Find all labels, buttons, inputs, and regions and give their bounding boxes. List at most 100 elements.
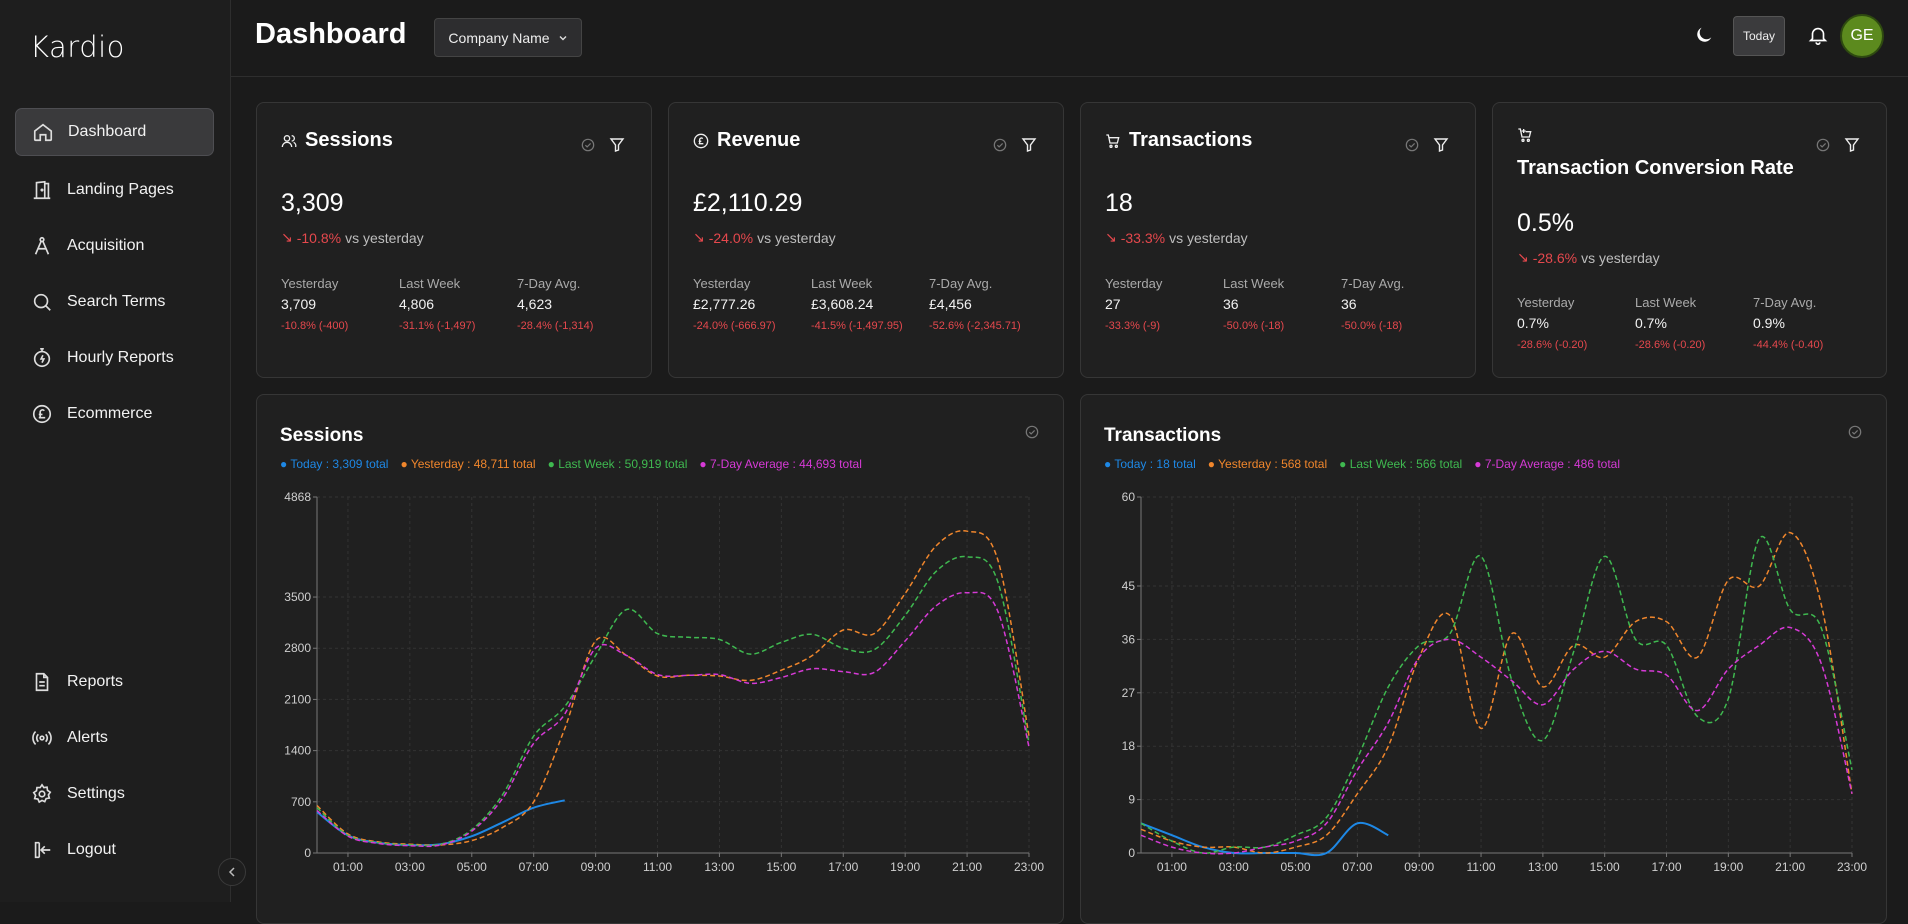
sidebar-item-alerts[interactable]: Alerts xyxy=(15,714,214,762)
sidebar-item-landing-pages[interactable]: Landing Pages xyxy=(15,166,214,214)
notifications-button[interactable] xyxy=(1807,24,1829,51)
compare-delta: -33.3% (-9) xyxy=(1105,320,1161,332)
legend-item-7-day-average[interactable]: ● 7-Day Average : 44,693 total xyxy=(699,457,862,471)
compare-label: Last Week xyxy=(811,276,873,291)
series-line-last-week[interactable] xyxy=(316,555,1030,847)
kpi-card-conversion-rate: Transaction Conversion Rate 0.5% ↘ -28.6… xyxy=(1492,102,1887,378)
timer-icon xyxy=(31,347,53,369)
filter-icon[interactable] xyxy=(1021,137,1037,153)
x-tick-label: 13:00 xyxy=(1528,860,1558,874)
series-line-last-week[interactable] xyxy=(1140,535,1853,854)
filter-icon[interactable] xyxy=(609,137,625,153)
kpi-change: ↘ -10.8% vs yesterday xyxy=(281,229,424,246)
sidebar-item-label: Hourly Reports xyxy=(67,349,174,366)
legend-item-7-day-average[interactable]: ● 7-Day Average : 486 total xyxy=(1474,457,1621,471)
sidebar-item-hourly-reports[interactable]: Hourly Reports xyxy=(15,334,214,382)
y-tick-label: 9 xyxy=(1128,793,1135,807)
legend-item-last-week[interactable]: ● Last Week : 566 total xyxy=(1339,457,1463,471)
home-icon xyxy=(32,121,54,143)
y-tick-label: 3500 xyxy=(284,590,311,604)
legend-item-yesterday[interactable]: ● Yesterday : 48,711 total xyxy=(400,457,536,471)
compare-value: 36 xyxy=(1223,296,1239,312)
y-tick-label: 60 xyxy=(1122,490,1136,504)
sessions-line-chart: 0 700 1400 2100 2800 3500 4868 01:00 03:00 05:00 0… xyxy=(284,490,1044,874)
compare-delta: -50.0% (-18) xyxy=(1223,320,1285,332)
check-circle-icon[interactable] xyxy=(1405,138,1419,152)
compare-label: 7-Day Avg. xyxy=(929,276,993,291)
chart-legend: ● Today : 18 total ● Yesterday : 568 tot… xyxy=(1104,457,1620,471)
x-tick-label: 23:00 xyxy=(1837,860,1867,874)
x-tick-label: 11:00 xyxy=(1466,860,1495,874)
check-circle-icon[interactable] xyxy=(993,138,1007,152)
filter-icon[interactable] xyxy=(1433,137,1449,153)
check-circle-icon[interactable] xyxy=(1025,425,1039,439)
company-select-value: Company Name xyxy=(448,29,550,46)
sidebar-item-dashboard[interactable]: Dashboard xyxy=(15,108,214,156)
compare-label: 7-Day Avg. xyxy=(1341,276,1405,291)
series-line-yesterday[interactable] xyxy=(316,529,1030,846)
sidebar-item-reports[interactable]: Reports xyxy=(15,658,214,706)
x-tick-label: 07:00 xyxy=(1342,860,1372,874)
compare-delta: -52.6% (-2,345.71) xyxy=(929,320,1021,332)
compare-label: 7-Day Avg. xyxy=(517,276,581,291)
x-tick-label: 01:00 xyxy=(1157,860,1187,874)
compare-delta: -28.4% (-1,314) xyxy=(517,320,594,332)
kpi-value: 3,309 xyxy=(281,189,344,217)
x-tick-label: 05:00 xyxy=(457,860,487,874)
company-select[interactable]: Company Name xyxy=(434,18,582,57)
compare-label: Last Week xyxy=(1635,295,1697,310)
series-line-7-day-average[interactable] xyxy=(1140,626,1853,855)
theme-toggle[interactable] xyxy=(1693,24,1715,51)
series-line-7-day-average[interactable] xyxy=(316,591,1030,848)
check-circle-icon[interactable] xyxy=(1848,425,1862,439)
page-title: Dashboard xyxy=(255,18,407,50)
compare-delta: -31.1% (-1,497) xyxy=(399,320,476,332)
sidebar-item-logout[interactable]: Logout xyxy=(15,826,214,874)
arrow-down-right-icon: ↘ xyxy=(1517,249,1529,265)
compare-value: £3,608.24 xyxy=(811,296,874,312)
chart-title: Sessions xyxy=(280,425,364,446)
legend-item-today[interactable]: ● Today : 3,309 total xyxy=(280,457,389,471)
legend-item-last-week[interactable]: ● Last Week : 50,919 total xyxy=(547,457,688,471)
x-tick-label: 19:00 xyxy=(1713,860,1743,874)
avatar[interactable]: GE xyxy=(1840,14,1884,58)
search-icon xyxy=(31,291,53,313)
series-line-today[interactable] xyxy=(1140,821,1389,857)
date-range-button[interactable]: Today xyxy=(1733,16,1785,56)
y-tick-label: 4868 xyxy=(284,490,311,504)
chart-card-transactions: Transactions ● Today : 18 total ● Yester… xyxy=(1080,394,1887,924)
y-tick-label: 2800 xyxy=(284,641,311,655)
sidebar-item-settings[interactable]: Settings xyxy=(15,770,214,818)
sidebar-item-acquisition[interactable]: Acquisition xyxy=(15,222,214,270)
legend-item-today[interactable]: ● Today : 18 total xyxy=(1104,457,1196,471)
pound-icon xyxy=(693,133,709,148)
sidebar-collapse-button[interactable] xyxy=(218,858,246,886)
check-circle-icon[interactable] xyxy=(1816,138,1830,152)
kpi-value: 18 xyxy=(1105,189,1133,217)
compare-delta: -28.6% (-0.20) xyxy=(1635,339,1706,351)
x-tick-label: 03:00 xyxy=(1219,860,1249,874)
y-tick-label: 27 xyxy=(1122,686,1136,700)
series-line-yesterday[interactable] xyxy=(1140,531,1853,854)
kpi-title: Sessions xyxy=(305,129,393,151)
broadcast-icon xyxy=(31,727,53,749)
check-circle-icon[interactable] xyxy=(581,138,595,152)
kpi-title: Transaction Conversion Rate xyxy=(1517,157,1794,179)
cart-icon xyxy=(1106,133,1120,148)
y-tick-label: 0 xyxy=(304,846,311,860)
kpi-change-label: vs yesterday xyxy=(1169,229,1248,246)
filter-icon[interactable] xyxy=(1844,137,1860,153)
compare-label: Yesterday xyxy=(1517,295,1575,310)
sidebar-item-search-terms[interactable]: Search Terms xyxy=(15,278,214,326)
x-tick-label: 09:00 xyxy=(581,860,611,874)
sidebar-item-ecommerce[interactable]: Ecommerce xyxy=(15,390,214,438)
legend-label: Today : 18 total xyxy=(1114,457,1196,471)
x-tick-label: 09:00 xyxy=(1404,860,1434,874)
compare-delta: -28.6% (-0.20) xyxy=(1517,339,1588,351)
sidebar-item-label: Landing Pages xyxy=(67,181,174,198)
legend-item-yesterday[interactable]: ● Yesterday : 568 total xyxy=(1207,457,1328,471)
x-tick-label: 21:00 xyxy=(1775,860,1805,874)
x-tick-label: 23:00 xyxy=(1014,860,1044,874)
kpi-change-value: -28.6% xyxy=(1532,249,1578,266)
y-tick-label: 700 xyxy=(291,795,311,809)
